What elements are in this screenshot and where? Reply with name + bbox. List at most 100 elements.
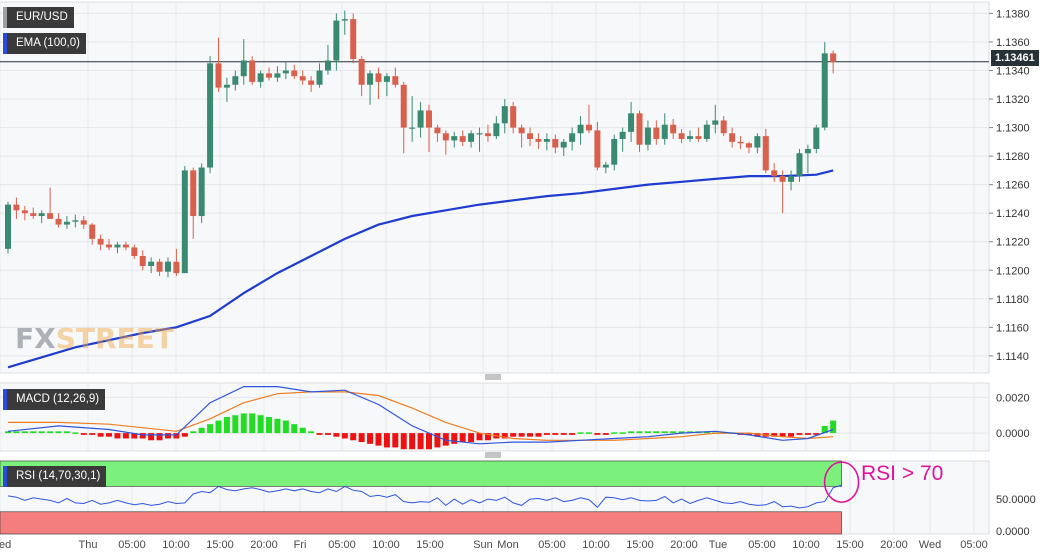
bullish-candle: [451, 131, 458, 148]
macd-histogram-bar: [745, 433, 752, 435]
macd-tick-label: 0.0000: [996, 428, 1030, 440]
macd-histogram-bar: [232, 415, 239, 434]
macd-histogram-bar: [771, 433, 778, 437]
bearish-candle: [97, 234, 104, 251]
candle-body: [712, 120, 719, 125]
bearish-candle: [535, 133, 542, 149]
candle-body: [527, 133, 534, 139]
bullish-candle: [63, 216, 70, 229]
candle-body: [602, 164, 609, 168]
candle-body: [434, 127, 441, 134]
macd-histogram-bar: [55, 431, 62, 434]
candle-body: [156, 261, 163, 272]
candle-body: [644, 127, 651, 145]
symbol-label[interactable]: EUR/USD: [3, 7, 74, 28]
candle-body: [341, 19, 348, 21]
price-tick-label: 1.1180: [996, 294, 1029, 306]
macd-histogram-bar: [89, 433, 96, 435]
ema-100-line: [7, 169, 834, 369]
bearish-candle: [266, 67, 273, 81]
bullish-candle: [628, 101, 635, 142]
x-tick-label: 15:00: [206, 539, 234, 551]
bullish-candle: [703, 120, 710, 142]
macd-histogram-bar: [198, 427, 205, 434]
macd-histogram-bar: [602, 433, 609, 435]
macd-indicator-label[interactable]: MACD (12,26,9): [3, 389, 106, 410]
candle-body: [72, 220, 79, 222]
candle-body: [569, 133, 576, 142]
candle-body: [358, 59, 365, 85]
macd-line: [7, 386, 834, 445]
bullish-candle: [198, 163, 205, 224]
bearish-candle: [510, 101, 517, 134]
bearish-candle: [737, 136, 744, 149]
candle-body: [190, 170, 197, 217]
macd-histogram-bar: [181, 433, 188, 437]
macd-histogram-bar: [223, 417, 230, 434]
candle-body: [21, 210, 28, 214]
bullish-candle: [207, 56, 214, 174]
macd-histogram-bar: [409, 433, 416, 450]
rsi-highlight-circle: [823, 461, 860, 503]
x-tick-label: Thu: [79, 539, 98, 551]
candle-body: [249, 60, 256, 82]
bearish-candle: [636, 110, 643, 152]
candle-body: [804, 148, 811, 154]
candle-body: [55, 218, 62, 225]
macd-tick-label: 0.0020: [996, 392, 1030, 404]
bullish-candle: [661, 113, 668, 145]
macd-signal-line: [8, 391, 834, 441]
macd-histogram-bar: [139, 433, 146, 439]
bearish-candle: [291, 64, 298, 80]
candle-body: [426, 110, 432, 128]
macd-panel: [5, 386, 837, 450]
bearish-candle: [215, 37, 222, 92]
price-tick-label: 1.1200: [996, 265, 1030, 277]
candle-body: [518, 127, 525, 134]
candle-body: [164, 261, 171, 272]
candle-body: [274, 73, 281, 78]
macd-histogram-bar: [636, 431, 643, 434]
macd-histogram-bar: [358, 433, 365, 443]
macd-histogram-bar: [594, 433, 601, 435]
candle-body: [282, 70, 289, 74]
macd-histogram-bar: [106, 433, 113, 437]
candle-body: [788, 176, 795, 182]
bearish-candle: [585, 104, 592, 134]
candle-body: [796, 153, 803, 177]
bullish-candle: [644, 120, 651, 151]
bullish-candle: [114, 241, 121, 254]
bullish-candle: [468, 130, 475, 148]
grid-lines: [0, 1, 990, 535]
candle-body: [813, 127, 820, 149]
candle-body: [577, 124, 584, 134]
macd-histogram-bar: [13, 431, 20, 434]
candle-body: [678, 133, 685, 139]
macd-histogram-bar: [291, 424, 298, 434]
candle-body: [560, 141, 567, 148]
candle-body: [139, 255, 146, 266]
macd-histogram-bar: [257, 415, 264, 434]
ema-indicator-label[interactable]: EMA (100,0): [3, 33, 86, 54]
candle-body: [47, 213, 54, 219]
macd-histogram-bar: [535, 433, 542, 437]
macd-histogram-bar: [63, 431, 70, 434]
bearish-candle: [190, 167, 197, 239]
bullish-candle: [383, 73, 390, 97]
macd-histogram-bar: [552, 433, 559, 435]
bullish-candle: [754, 133, 761, 154]
macd-histogram-bar: [38, 431, 45, 434]
macd-histogram-bar: [207, 424, 214, 434]
candle-body: [653, 127, 660, 139]
x-tick-label: 20:00: [670, 539, 698, 551]
bearish-candle: [21, 206, 28, 221]
candle-body: [223, 84, 230, 88]
rsi-indicator-label[interactable]: RSI (14,70,30,1): [3, 466, 107, 487]
macd-histogram-bar: [164, 433, 171, 439]
candle-body: [687, 136, 694, 139]
bearish-candle: [552, 134, 559, 154]
bullish-candle: [282, 61, 289, 80]
candle-body: [442, 133, 449, 141]
x-tick-label: 15:00: [416, 539, 444, 551]
x-tick-label: 20:00: [880, 539, 908, 551]
